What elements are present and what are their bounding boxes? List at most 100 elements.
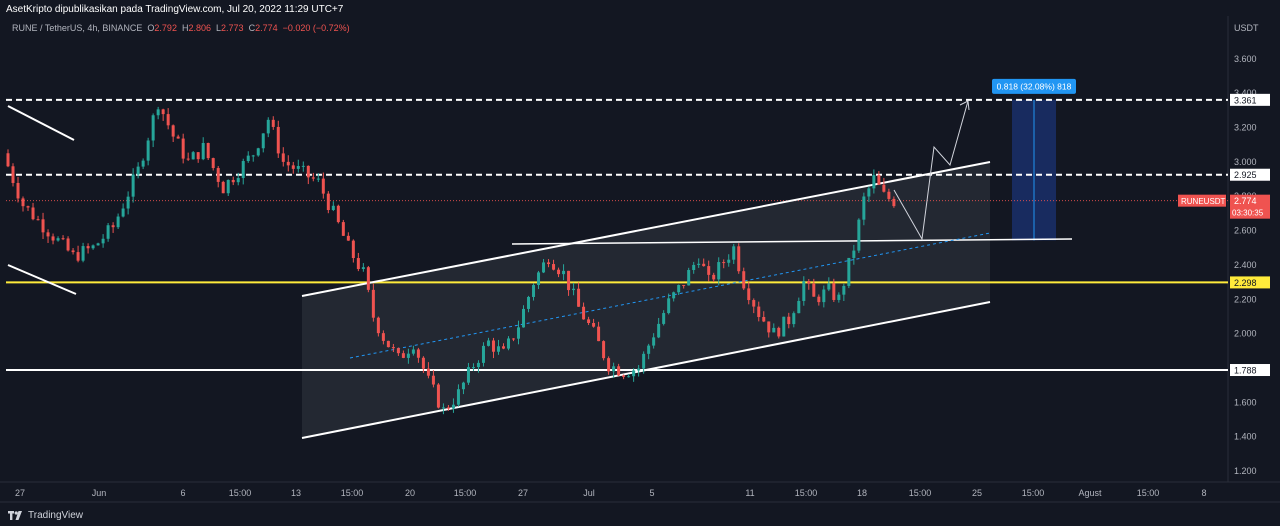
x-tick-label: Jul bbox=[583, 488, 595, 498]
price-level-tag bbox=[1230, 364, 1270, 377]
candle-body bbox=[291, 165, 295, 169]
candle-body bbox=[847, 257, 851, 286]
candle-body bbox=[221, 181, 225, 194]
candle-body bbox=[522, 308, 526, 328]
candle-body bbox=[356, 258, 360, 270]
y-tick-label: 3.400 bbox=[1234, 88, 1257, 98]
candle-body bbox=[391, 347, 395, 349]
high-value: 2.806 bbox=[188, 23, 211, 33]
candle-body bbox=[111, 225, 115, 228]
candle-body bbox=[456, 389, 460, 405]
x-tick-label: 11 bbox=[745, 488, 754, 498]
x-tick-label: 15:00 bbox=[454, 488, 477, 498]
candle-body bbox=[852, 250, 856, 258]
x-tick-label: Agust bbox=[1078, 488, 1102, 498]
candle-body bbox=[186, 158, 190, 160]
y-tick-label: 2.000 bbox=[1234, 329, 1257, 339]
candle-body bbox=[226, 179, 230, 194]
y-tick-label: 2.400 bbox=[1234, 260, 1257, 270]
candle-body bbox=[717, 262, 721, 280]
candle-body bbox=[476, 362, 480, 368]
candle-body bbox=[572, 288, 576, 291]
x-tick-label: 20 bbox=[405, 488, 415, 498]
y-tick-label: 2.600 bbox=[1234, 226, 1257, 236]
trend-line bbox=[7, 105, 75, 141]
tradingview-logo-icon bbox=[8, 511, 24, 520]
trend-line bbox=[301, 301, 991, 439]
current-price-value: 2.774 bbox=[1234, 196, 1257, 206]
candle-body bbox=[36, 219, 40, 221]
symbol-tag bbox=[1178, 194, 1226, 207]
candle-body bbox=[276, 126, 280, 154]
candle-body bbox=[191, 152, 195, 160]
x-tick-label: 15:00 bbox=[341, 488, 364, 498]
candle-body bbox=[772, 327, 776, 333]
x-tick-label: 15:00 bbox=[1137, 488, 1160, 498]
y-tick-label: 3.200 bbox=[1234, 123, 1257, 133]
x-tick-label: Jun bbox=[92, 488, 107, 498]
symbol-name: RUNE / TetherUS, 4h, BINANCE bbox=[12, 23, 143, 33]
candle-body bbox=[742, 271, 746, 289]
candle-body bbox=[812, 283, 816, 297]
candle-body bbox=[587, 319, 591, 323]
candle-body bbox=[471, 367, 475, 369]
candle-body bbox=[26, 206, 30, 208]
trend-line bbox=[7, 264, 77, 295]
candle-body bbox=[887, 191, 891, 199]
x-tick-label: 13 bbox=[291, 488, 301, 498]
candle-body bbox=[622, 375, 626, 377]
tradingview-footer[interactable]: TradingView bbox=[8, 510, 83, 521]
candle-body bbox=[612, 366, 616, 372]
candle-body bbox=[151, 115, 155, 141]
candle-body bbox=[692, 264, 696, 271]
open-value: 2.792 bbox=[154, 23, 177, 33]
candle-body bbox=[697, 263, 701, 265]
candle-body bbox=[341, 222, 345, 236]
candle-body bbox=[311, 177, 315, 179]
candle-body bbox=[361, 267, 365, 270]
candle-body bbox=[436, 384, 440, 408]
countdown-value: 03:30:35 bbox=[1232, 209, 1264, 218]
price-level-tag-text: 1.788 bbox=[1234, 366, 1257, 376]
candle-body bbox=[136, 166, 140, 175]
candle-body bbox=[517, 327, 521, 339]
projection-path bbox=[893, 100, 969, 241]
candle-body bbox=[66, 238, 70, 251]
candle-body bbox=[441, 407, 445, 409]
candle-body bbox=[241, 161, 245, 179]
price-level-tag-text: 3.361 bbox=[1234, 95, 1257, 105]
candle-body bbox=[672, 292, 676, 299]
open-label: O bbox=[147, 23, 155, 33]
candle-body bbox=[687, 270, 691, 286]
candle-body bbox=[6, 153, 10, 167]
candle-body bbox=[752, 300, 756, 307]
candle-body bbox=[326, 193, 330, 210]
x-tick-label: 6 bbox=[180, 488, 185, 498]
candle-body bbox=[747, 288, 751, 301]
candle-body bbox=[837, 294, 841, 300]
measure-badge-text: 0.818 (32.08%) 818 bbox=[997, 81, 1072, 91]
candle-body bbox=[121, 208, 125, 217]
candle-body bbox=[617, 366, 621, 376]
candle-body bbox=[582, 306, 586, 320]
symbol-legend: RUNE / TetherUS, 4h, BINANCE O2.792 H2.8… bbox=[12, 23, 350, 33]
candle-body bbox=[662, 313, 666, 324]
candle-body bbox=[481, 345, 485, 363]
candle-body bbox=[637, 368, 641, 371]
candle-body bbox=[862, 196, 866, 220]
candle-body bbox=[832, 283, 836, 300]
candle-body bbox=[76, 252, 80, 261]
candle-body bbox=[96, 243, 100, 246]
candle-body bbox=[406, 353, 410, 358]
candle-body bbox=[782, 316, 786, 337]
candle-body bbox=[46, 232, 50, 237]
candle-body bbox=[266, 119, 270, 134]
candle-body bbox=[176, 136, 180, 139]
candle-body bbox=[882, 184, 886, 192]
candle-body bbox=[371, 289, 375, 318]
candle-body bbox=[411, 349, 415, 354]
candle-body bbox=[667, 298, 671, 314]
trend-line bbox=[511, 238, 1073, 245]
candle-body bbox=[126, 196, 130, 209]
